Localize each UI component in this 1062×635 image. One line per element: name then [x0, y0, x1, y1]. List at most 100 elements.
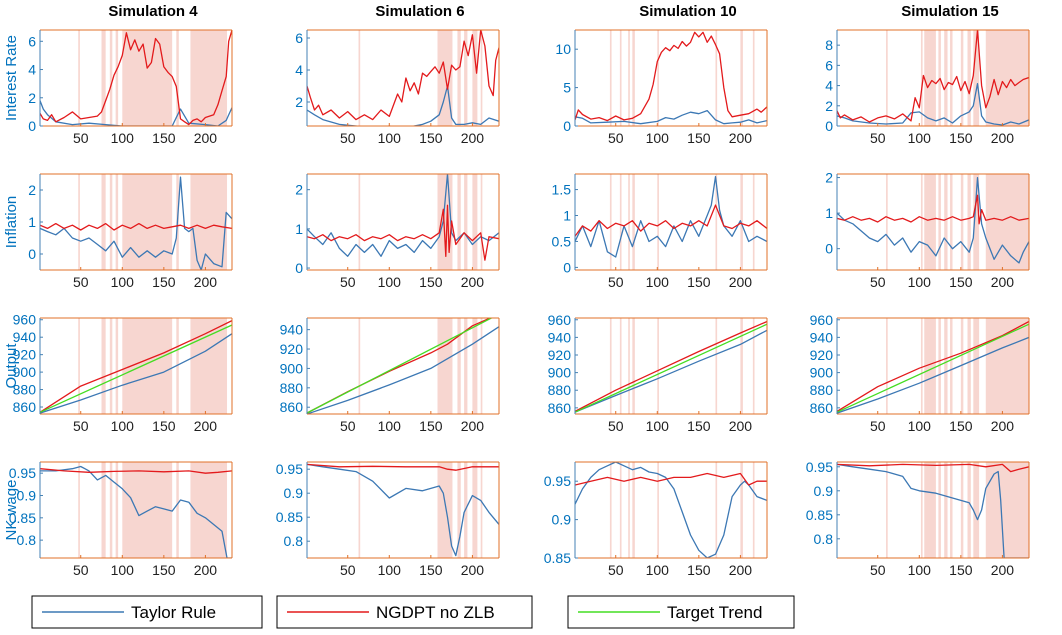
- panel-nk-wage-simulation-4-shading: [78, 462, 228, 558]
- panel-nk-wage-simulation-6-ytick-label-0-95: 0.95: [276, 461, 303, 477]
- panel-output-simulation-15-shading: [886, 318, 1029, 414]
- panel-interest-rate-simulation-15-zlb-band-4: [944, 30, 948, 126]
- panel-nk-wage-simulation-4: 50 100 150 200 0.8 0.85 0.9 0.95: [9, 461, 233, 578]
- panel-interest-rate-simulation-10-xtick-label-150: 150: [687, 130, 711, 146]
- panel-inflation-simulation-15-lines: [837, 176, 1029, 264]
- panel-interest-rate-simulation-4-xtick-label-200: 200: [194, 130, 218, 146]
- panel-nk-wage-simulation-4-zlb-band-5: [176, 462, 179, 558]
- panel-nk-wage-simulation-15-xtick-label-100: 100: [908, 562, 932, 578]
- panel-nk-wage-simulation-6-xtick-label-200: 200: [461, 562, 485, 578]
- panel-interest-rate-simulation-6-zlb-band-1: [437, 30, 453, 126]
- panel-output-simulation-15-line-ngdpt-no-zlb: [837, 320, 1029, 412]
- panel-inflation-simulation-4-zlb-band-3: [115, 174, 119, 270]
- panel-nk-wage-simulation-6-zlb-band-5: [480, 462, 483, 558]
- panel-output-simulation-6-zlb-band-5: [480, 318, 483, 414]
- panel-output-simulation-6: 50 100 150 200 860 880 900 920 940: [280, 317, 500, 434]
- panel-nk-wage-simulation-4-zlb-band-1: [101, 462, 106, 558]
- sim-title-3: Simulation 10: [639, 3, 737, 20]
- panel-interest-rate-simulation-15-zlb-band-8: [973, 30, 980, 126]
- panel-nk-wage-simulation-4-zlb-band-2: [109, 462, 113, 558]
- panel-interest-rate-simulation-10-zlb-band-3: [632, 30, 635, 126]
- panel-output-simulation-10-zlb-band-1: [619, 318, 622, 414]
- panel-interest-rate-simulation-4-ytick-label-4: 4: [28, 62, 36, 78]
- panel-inflation-simulation-10-zlb-band-1: [619, 174, 622, 270]
- panel-inflation-simulation-6-xtick-label-150: 150: [419, 274, 443, 290]
- panel-inflation-simulation-4: 50 100 150 200 0 1 2: [28, 173, 233, 290]
- panel-interest-rate-simulation-10-zlb-band-5: [715, 30, 718, 126]
- panel-output-simulation-10-zlb-band-0: [609, 318, 612, 414]
- panel-output-simulation-6-ytick-label-920: 920: [280, 341, 304, 357]
- panel-output-simulation-15-zlb-band-0: [886, 318, 888, 414]
- panel-inflation-simulation-15-xtick-label-200: 200: [991, 274, 1015, 290]
- panel-inflation-simulation-10-lines: [575, 175, 767, 258]
- panel-nk-wage-simulation-15-line-taylor-rule: [837, 463, 1029, 558]
- panel-output-simulation-15-zlb-band-2: [924, 318, 936, 414]
- row-label-nk-wage: NK wage: [3, 480, 20, 541]
- panel-inflation-simulation-15-zlb-band-4: [944, 174, 948, 270]
- panel-output-simulation-10-line-ngdpt-no-zlb: [575, 320, 767, 412]
- panel-output-simulation-10-lines: [575, 320, 767, 413]
- panel-nk-wage-simulation-10-zlb-band-2: [628, 462, 630, 558]
- panel-nk-wage-simulation-10-background: [575, 462, 767, 558]
- panel-output-simulation-10-ytick-label-860: 860: [548, 400, 572, 416]
- panel-output-simulation-15-ytick-label-880: 880: [810, 382, 834, 398]
- panel-interest-rate-simulation-15-zlb-band-3: [938, 30, 941, 126]
- panel-nk-wage-simulation-6-zlb-band-2: [457, 462, 461, 558]
- panel-nk-wage-simulation-15-zlb-band-5: [950, 462, 953, 558]
- panel-output-simulation-6-zlb-band-1: [437, 318, 453, 414]
- panel-interest-rate-simulation-10-lines: [575, 31, 767, 125]
- panel-inflation-simulation-15-zlb-band-8: [973, 174, 980, 270]
- panel-output-simulation-6-xtick-label-50: 50: [340, 418, 356, 434]
- panel-interest-rate-simulation-15: 50 100 150 200 0 2 4 6 8: [825, 29, 1030, 146]
- panel-inflation-simulation-15-zlb-band-7: [967, 174, 971, 270]
- panel-output-simulation-15-xtick-label-200: 200: [991, 418, 1015, 434]
- panel-nk-wage-simulation-6-xtick-label-100: 100: [378, 562, 402, 578]
- row-label-inflation: Inflation: [3, 196, 20, 249]
- panel-output-simulation-6-ytick-label-880: 880: [280, 380, 304, 396]
- panel-interest-rate-simulation-15-xtick-label-100: 100: [908, 130, 932, 146]
- panel-output-simulation-15-ytick-label-900: 900: [810, 365, 834, 381]
- panel-nk-wage-simulation-6-xtick-label-150: 150: [419, 562, 443, 578]
- panel-output-simulation-10-xtick-label-50: 50: [608, 418, 624, 434]
- panel-nk-wage-simulation-4-lines: [40, 465, 232, 558]
- panel-nk-wage-simulation-6: 50 100 150 200 0.8 0.85 0.9 0.95: [276, 461, 500, 578]
- panel-inflation-simulation-15-zlb-band-2: [924, 174, 936, 270]
- panel-output-simulation-6-ytick-label-900: 900: [280, 360, 304, 376]
- panel-output-simulation-4-line-target-trend: [40, 324, 232, 413]
- panel-output-simulation-4-zlb-band-1: [101, 318, 106, 414]
- panel-interest-rate-simulation-4-zlb-band-6: [190, 30, 228, 126]
- panel-output-simulation-10-ytick-label-960: 960: [548, 312, 572, 328]
- panel-nk-wage-simulation-4-zlb-band-6: [190, 462, 228, 558]
- panel-nk-wage-simulation-15-xtick-label-150: 150: [949, 562, 973, 578]
- panel-inflation-simulation-4-ytick-label-1: 1: [28, 214, 36, 230]
- panel-interest-rate-simulation-15-zlb-band-7: [967, 30, 971, 126]
- panel-interest-rate-simulation-4-xtick-label-150: 150: [152, 130, 176, 146]
- panel-interest-rate-simulation-15-zlb-band-1: [920, 30, 923, 126]
- panel-interest-rate-simulation-10: 50 100 150 200 0 5 10: [555, 29, 768, 146]
- panel-nk-wage-simulation-6-lines: [307, 463, 499, 557]
- panel-interest-rate-simulation-15-ytick-label-0: 0: [825, 118, 833, 134]
- legend-item-target-trend: Target Trend: [567, 595, 795, 629]
- panel-nk-wage-simulation-15-line-ngdpt-no-zlb: [837, 463, 1029, 473]
- panel-interest-rate-simulation-10-zlb-band-6: [740, 30, 743, 126]
- panel-interest-rate-simulation-6-xtick-label-100: 100: [378, 130, 402, 146]
- panel-inflation-simulation-15-zlb-band-1: [920, 174, 923, 270]
- panel-nk-wage-simulation-6-xtick-label-50: 50: [340, 562, 356, 578]
- panel-interest-rate-simulation-10-line-ngdpt-no-zlb: [575, 31, 767, 122]
- panel-nk-wage-simulation-10-xtick-label-200: 200: [729, 562, 753, 578]
- panel-nk-wage-simulation-6-line-ngdpt-no-zlb: [307, 463, 499, 471]
- panel-output-simulation-10-ytick-label-880: 880: [548, 382, 572, 398]
- panel-nk-wage-simulation-15-ytick-label-0-95: 0.95: [806, 459, 833, 475]
- panel-inflation-simulation-15-line-taylor-rule: [837, 176, 1029, 264]
- panel-inflation-simulation-15-line-ngdpt-no-zlb: [837, 194, 1029, 225]
- panel-output-simulation-6-zlb-band-0: [358, 318, 361, 414]
- panel-interest-rate-simulation-6-ytick-label-2: 2: [295, 94, 303, 110]
- panel-output-simulation-15-zlb-band-3: [938, 318, 941, 414]
- panel-interest-rate-simulation-6-zlb-band-4: [472, 30, 478, 126]
- panel-output-simulation-15-zlb-band-4: [944, 318, 948, 414]
- row-labels: Interest Rate Inflation Output NK wage: [3, 35, 20, 540]
- sim-title-2: Simulation 6: [375, 3, 464, 20]
- panel-output-simulation-10-xtick-label-200: 200: [729, 418, 753, 434]
